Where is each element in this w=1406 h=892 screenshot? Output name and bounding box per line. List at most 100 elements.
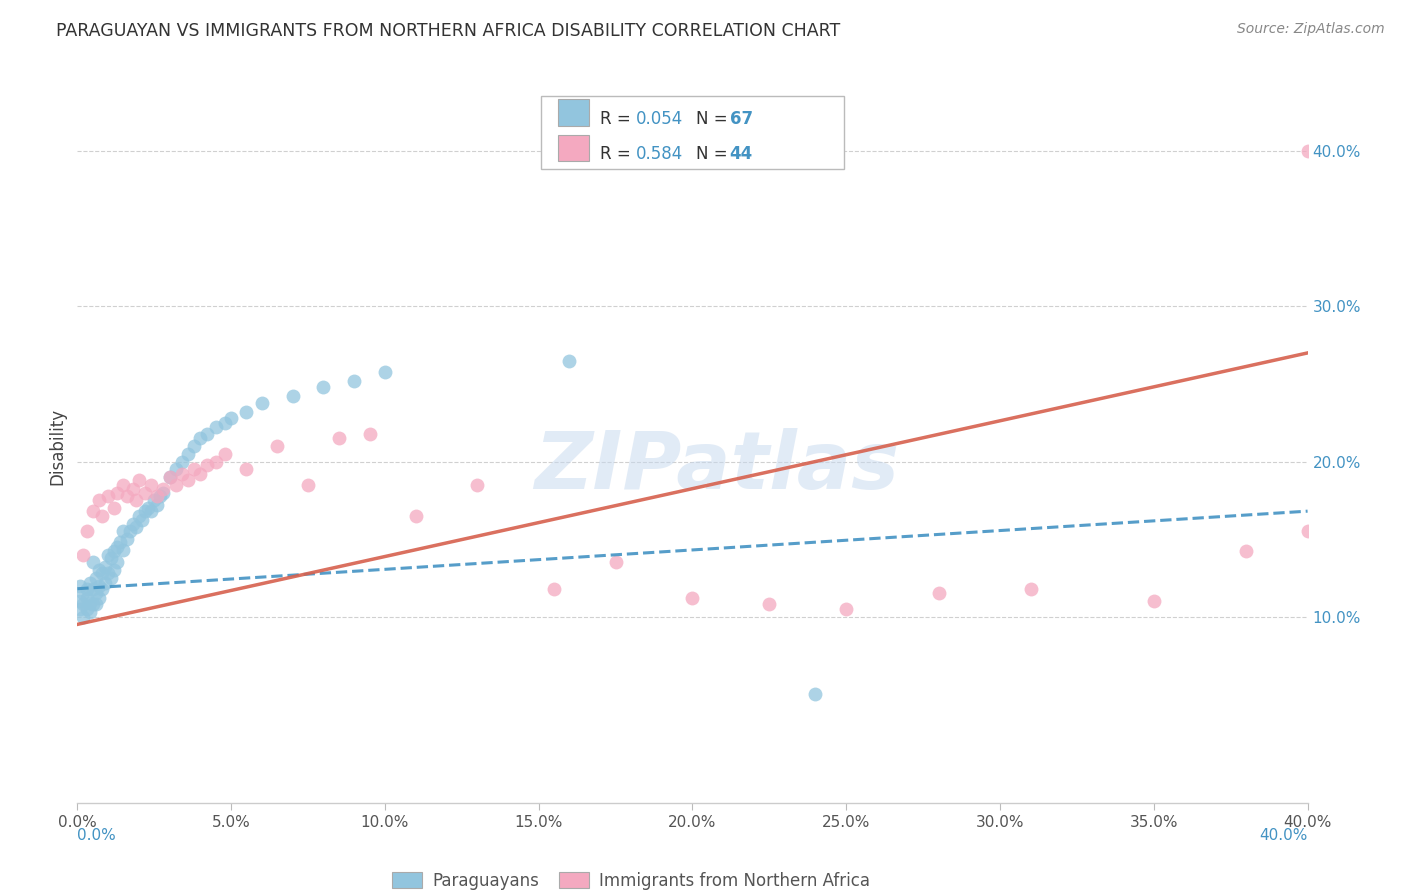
Point — [103, 544, 125, 558]
Point — [128, 508, 150, 523]
Point — [87, 591, 110, 605]
Point — [84, 597, 107, 611]
Point — [214, 416, 236, 430]
Point — [281, 389, 304, 403]
Point — [1019, 582, 1042, 596]
Point — [758, 597, 780, 611]
Point — [204, 454, 226, 468]
Point — [87, 493, 110, 508]
Point — [152, 483, 174, 497]
Point — [136, 501, 159, 516]
Point — [165, 462, 187, 476]
Text: R =: R = — [600, 110, 637, 128]
Point — [682, 591, 704, 605]
Text: 44: 44 — [730, 145, 754, 163]
Point — [103, 563, 125, 577]
Point — [76, 524, 98, 539]
Point — [146, 498, 169, 512]
Point — [134, 504, 156, 518]
Point — [219, 411, 242, 425]
Point — [105, 540, 128, 554]
Point — [69, 602, 91, 616]
Text: Source: ZipAtlas.com: Source: ZipAtlas.com — [1237, 22, 1385, 37]
Point — [112, 477, 135, 491]
Point — [465, 477, 488, 491]
Point — [343, 374, 366, 388]
Point — [112, 543, 135, 558]
Point — [188, 467, 212, 481]
Point — [72, 548, 94, 562]
Point — [214, 447, 236, 461]
Point — [125, 493, 148, 508]
Text: N =: N = — [696, 145, 733, 163]
Point — [141, 477, 163, 491]
Point — [69, 579, 91, 593]
Point — [103, 501, 125, 516]
Point — [72, 586, 94, 600]
Point — [183, 439, 205, 453]
Point — [141, 504, 163, 518]
Point — [128, 473, 150, 487]
Point — [405, 508, 427, 523]
Point — [928, 586, 950, 600]
Point — [118, 524, 141, 539]
Point — [97, 548, 120, 562]
Legend: Paraguayans, Immigrants from Northern Africa: Paraguayans, Immigrants from Northern Af… — [392, 871, 870, 890]
Point — [82, 555, 104, 569]
Point — [125, 519, 148, 533]
Point — [84, 571, 107, 585]
Point — [97, 566, 120, 581]
Point — [112, 524, 135, 539]
Point — [328, 431, 350, 445]
Point — [170, 454, 193, 468]
Point — [105, 485, 128, 500]
Point — [165, 477, 187, 491]
Y-axis label: Disability: Disability — [48, 408, 66, 484]
Point — [297, 477, 319, 491]
Point — [72, 597, 94, 611]
Point — [235, 405, 257, 419]
Point — [146, 489, 169, 503]
Point — [82, 582, 104, 596]
Text: 0.0%: 0.0% — [77, 828, 117, 843]
Point — [72, 609, 94, 624]
Point — [359, 426, 381, 441]
Point — [177, 473, 200, 487]
Point — [134, 485, 156, 500]
Point — [115, 532, 138, 546]
Point — [1296, 524, 1319, 539]
Point — [543, 582, 565, 596]
Point — [250, 395, 273, 409]
Point — [90, 566, 114, 581]
Point — [159, 470, 181, 484]
Point — [94, 575, 117, 590]
Point — [235, 462, 257, 476]
Text: 0.054: 0.054 — [636, 110, 683, 128]
Point — [90, 582, 114, 596]
Text: PARAGUAYAN VS IMMIGRANTS FROM NORTHERN AFRICA DISABILITY CORRELATION CHART: PARAGUAYAN VS IMMIGRANTS FROM NORTHERN A… — [56, 22, 841, 40]
Point — [94, 560, 117, 574]
Point — [1143, 594, 1166, 608]
Text: R =: R = — [600, 145, 637, 163]
Point — [90, 508, 114, 523]
Point — [195, 458, 218, 472]
Point — [76, 602, 98, 616]
Point — [1296, 145, 1319, 159]
Point — [87, 579, 110, 593]
Point — [97, 489, 120, 503]
Point — [79, 605, 101, 619]
Point — [131, 513, 153, 527]
Point — [105, 555, 128, 569]
Point — [79, 575, 101, 590]
Point — [121, 483, 143, 497]
Text: 0.584: 0.584 — [636, 145, 683, 163]
Point — [100, 571, 122, 585]
Text: ZIPatlas: ZIPatlas — [534, 428, 900, 507]
Point — [69, 594, 91, 608]
Point — [159, 470, 181, 484]
Point — [79, 596, 101, 610]
Point — [100, 550, 122, 565]
Point — [266, 439, 288, 453]
Point — [84, 586, 107, 600]
Point — [87, 563, 110, 577]
